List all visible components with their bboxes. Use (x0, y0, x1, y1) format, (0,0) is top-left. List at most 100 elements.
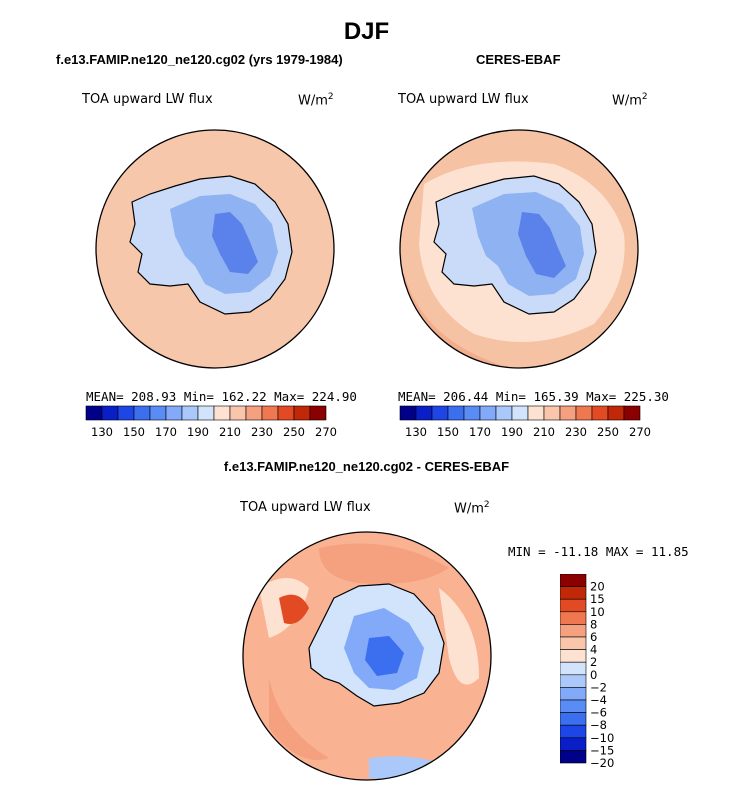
colorbar-tick-label: 210 (219, 425, 241, 439)
colorbar-segment (560, 586, 587, 600)
panel-model-stats: MEAN= 208.93 Min= 162.22 Max= 224.90 (86, 389, 357, 404)
panel-ceres-colorbar: 130 150 170 190 210 230 250 270 (399, 405, 651, 439)
colorbar-segment (560, 737, 587, 751)
colorbar-segment (560, 712, 587, 726)
antarctica-plateau (518, 212, 566, 278)
colorbar-tick-label: 15 (590, 592, 605, 606)
colorbar-segment (229, 405, 247, 421)
colorbar-tick-label: 4 (590, 643, 597, 657)
colorbar-segment (607, 405, 625, 421)
colorbar-segment (560, 624, 587, 638)
colorbar-segment (495, 405, 513, 421)
panel-ceres-stats: MEAN= 206.44 Min= 165.39 Max= 225.30 (398, 389, 669, 404)
colorbar-segment (560, 750, 587, 764)
antarctica-diff-center (365, 636, 404, 676)
colorbar-segment (559, 405, 577, 421)
colorbar-segment (181, 405, 199, 421)
colorbar-tick-label: −10 (590, 731, 614, 745)
colorbar-segment (117, 405, 135, 421)
colorbar-tick-label: −4 (590, 693, 607, 707)
map-border (399, 129, 639, 369)
colorbar-segment (85, 405, 103, 421)
colorbar-segment (101, 405, 119, 421)
panel-ceres-variable: TOA upward LW flux (398, 92, 529, 107)
colorbar-segment (591, 405, 609, 421)
panel-model-title: f.e13.FAMIP.ne120_ne120.cg02 (yrs 1979-1… (56, 52, 343, 67)
antarctica-plateau (212, 212, 258, 274)
colorbar-tick-label: 170 (469, 425, 491, 439)
panel-model-variable: TOA upward LW flux (82, 92, 213, 107)
colorbar-segment (511, 405, 529, 421)
colorbar-tick-label: 210 (533, 425, 555, 439)
colorbar-tick-label: 10 (590, 605, 605, 619)
panel-model-colorbar: 130 150 170 190 210 230 250 270 (85, 405, 337, 439)
colorbar-segment (479, 405, 497, 421)
colorbar-tick-label: 0 (590, 668, 597, 682)
colorbar-tick-label: 250 (283, 425, 305, 439)
colorbar-tick-label: 230 (565, 425, 587, 439)
colorbar-tick-label: 170 (155, 425, 177, 439)
colorbar-segment (575, 405, 593, 421)
panel-ceres-map (399, 129, 639, 369)
colorbar-tick-label: 2 (590, 655, 597, 669)
panel-diff-units: W/m2 (454, 500, 490, 517)
colorbar-segment (543, 405, 561, 421)
panel-diff-map (242, 531, 492, 781)
colorbar-segment (623, 405, 641, 421)
colorbar-segment (245, 405, 263, 421)
panel-diff-stats: MIN = -11.18 MAX = 11.85 (508, 544, 689, 559)
colorbar-segment (261, 405, 279, 421)
panel-diff-variable: TOA upward LW flux (240, 500, 371, 515)
colorbar-tick-label: 6 (590, 630, 597, 644)
colorbar-segment (560, 574, 587, 587)
colorbar-segment (560, 687, 587, 701)
map-border (242, 531, 492, 781)
colorbar-segment (197, 405, 215, 421)
colorbar-tick-label: 270 (629, 425, 651, 439)
colorbar-segment (447, 405, 465, 421)
colorbar-tick-label: 270 (315, 425, 337, 439)
colorbar-segment (277, 405, 295, 421)
panel-diff-title: f.e13.FAMIP.ne120_ne120.cg02 - CERES-EBA… (223, 459, 510, 474)
colorbar-tick-label: 230 (251, 425, 273, 439)
panel-model-units: W/m2 (298, 92, 334, 109)
colorbar-tick-label: 130 (91, 425, 113, 439)
colorbar-segment (213, 405, 231, 421)
colorbar-segment (560, 661, 587, 676)
colorbar-tick-label: 8 (590, 617, 597, 631)
colorbar-tick-label: 250 (597, 425, 619, 439)
panel-ceres-units: W/m2 (612, 92, 648, 109)
colorbar-segment (560, 611, 587, 625)
colorbar-segment (133, 405, 151, 421)
colorbar-segment (527, 405, 545, 421)
colorbar-segment (431, 405, 449, 421)
panel-ceres-title: CERES-EBAF (476, 52, 561, 67)
colorbar-segment (309, 405, 327, 421)
colorbar-tick-label: −2 (590, 680, 607, 694)
colorbar-tick-label: −20 (590, 756, 614, 770)
colorbar-segment (293, 405, 311, 421)
colorbar-segment (560, 674, 587, 688)
colorbar-segment (560, 699, 587, 713)
colorbar-tick-label: 150 (123, 425, 145, 439)
colorbar-tick-label: −6 (590, 706, 607, 720)
colorbar-segment (399, 405, 417, 421)
colorbar-tick-label: −15 (590, 743, 614, 757)
colorbar-segment (560, 598, 587, 613)
colorbar-tick-label: 150 (437, 425, 459, 439)
antarctica-coastline (433, 175, 597, 315)
figure-title: DJF (343, 18, 390, 45)
colorbar-segment (560, 724, 587, 739)
colorbar-segment (560, 636, 587, 650)
antarctica-coastline (129, 175, 293, 315)
panel-model-map (95, 129, 335, 369)
colorbar-segment (149, 405, 167, 421)
colorbar-segment (165, 405, 183, 421)
colorbar-segment (463, 405, 481, 421)
colorbar-tick-label: −8 (590, 718, 607, 732)
colorbar-tick-label: 20 (590, 580, 605, 594)
map-border (95, 129, 335, 369)
colorbar-segment (560, 649, 587, 663)
colorbar-segment (415, 405, 433, 421)
